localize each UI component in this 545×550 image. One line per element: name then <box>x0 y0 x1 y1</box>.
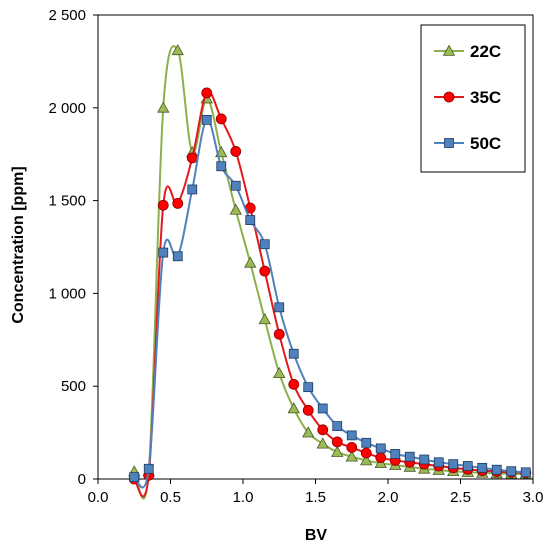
data-point-35c <box>172 197 184 209</box>
data-point-35c <box>273 328 285 340</box>
data-point-22c <box>171 43 184 56</box>
series-line-50c <box>133 118 526 489</box>
data-point-50c <box>143 463 154 474</box>
x-axis-ticks: 0.0 0.5 1.0 1.5 2.0 2.5 3.0 <box>88 479 544 506</box>
data-point-22c <box>345 450 358 462</box>
series-layer <box>128 43 532 500</box>
legend-marker-35c <box>443 91 455 103</box>
data-point-35c <box>331 436 343 448</box>
data-point-50c <box>433 457 444 468</box>
data-point-35c <box>288 378 300 390</box>
data-point-50c <box>303 382 314 393</box>
data-point-50c <box>288 348 299 359</box>
data-point-35c <box>230 146 242 157</box>
y-tick-label: 1 000 <box>48 285 86 302</box>
data-point-22c <box>244 256 257 268</box>
data-point-22c <box>229 203 242 215</box>
y-tick-label: 0 <box>78 471 86 488</box>
x-tick-label: 0.0 <box>88 489 109 506</box>
data-point-50c <box>390 449 401 459</box>
data-point-50c <box>462 461 473 471</box>
data-point-50c <box>419 454 430 465</box>
x-tick-label: 0.5 <box>160 489 181 506</box>
legend-marker-22c <box>442 44 456 56</box>
data-point-50c <box>187 184 198 195</box>
data-point-35c <box>375 452 387 464</box>
data-point-50c <box>375 443 386 454</box>
data-point-50c <box>448 459 459 470</box>
data-point-50c <box>259 239 270 250</box>
data-point-22c <box>316 437 329 449</box>
legend-item-50c: 50C <box>434 134 501 153</box>
data-point-50c <box>361 437 372 448</box>
y-axis-title: Concentration [ppm] <box>10 166 27 323</box>
x-tick-label: 3.0 <box>523 489 544 506</box>
data-point-35c <box>360 447 372 459</box>
data-point-50c <box>332 421 343 432</box>
data-point-50c <box>172 251 183 262</box>
data-point-50c <box>158 247 169 258</box>
series-50c <box>129 114 531 489</box>
legend-item-35c: 35C <box>434 88 501 107</box>
x-tick-label: 2.0 <box>378 489 399 506</box>
legend-label: 35C <box>470 88 501 107</box>
y-tick-label: 1 500 <box>48 193 86 210</box>
y-tick-label: 2 000 <box>48 100 86 117</box>
legend-label: 22C <box>470 42 501 61</box>
data-point-50c <box>245 215 256 225</box>
data-point-22c <box>360 454 373 466</box>
data-point-35c <box>317 424 329 436</box>
x-tick-label: 2.5 <box>450 489 471 506</box>
data-point-22c <box>331 445 344 457</box>
data-point-35c <box>346 442 358 453</box>
data-point-50c <box>477 462 488 473</box>
x-axis-title: BV <box>305 527 328 544</box>
legend-marker-50c <box>444 138 454 148</box>
data-point-35c <box>302 404 314 416</box>
data-point-35c <box>201 87 213 99</box>
data-point-22c <box>157 101 170 113</box>
data-point-50c <box>404 451 415 462</box>
data-point-50c <box>346 430 357 441</box>
data-point-22c <box>302 426 315 438</box>
data-point-35c <box>215 113 227 125</box>
data-point-22c <box>258 313 271 325</box>
data-point-35c <box>157 199 169 211</box>
data-point-35c <box>186 152 198 164</box>
legend-item-22c: 22C <box>434 42 501 61</box>
y-axis-ticks: 0 500 1 000 1 500 2 000 2 500 <box>48 7 98 488</box>
data-point-50c <box>491 464 502 475</box>
data-point-22c <box>273 366 286 379</box>
data-point-50c <box>274 302 285 313</box>
data-point-50c <box>129 472 140 483</box>
y-tick-label: 500 <box>61 378 86 395</box>
y-tick-label: 2 500 <box>48 7 86 24</box>
data-point-50c <box>506 466 517 477</box>
data-point-50c <box>201 114 212 125</box>
legend-box <box>420 24 526 173</box>
x-tick-label: 1.0 <box>233 489 254 506</box>
data-point-35c <box>259 265 271 277</box>
data-point-50c <box>216 161 227 172</box>
legend-label: 50C <box>470 134 501 153</box>
data-point-22c <box>287 402 300 414</box>
data-point-50c <box>520 467 531 478</box>
data-point-50c <box>317 403 328 414</box>
x-tick-label: 1.5 <box>305 489 326 506</box>
legend: 22C 35C 50C <box>420 24 526 173</box>
data-point-50c <box>230 180 241 191</box>
